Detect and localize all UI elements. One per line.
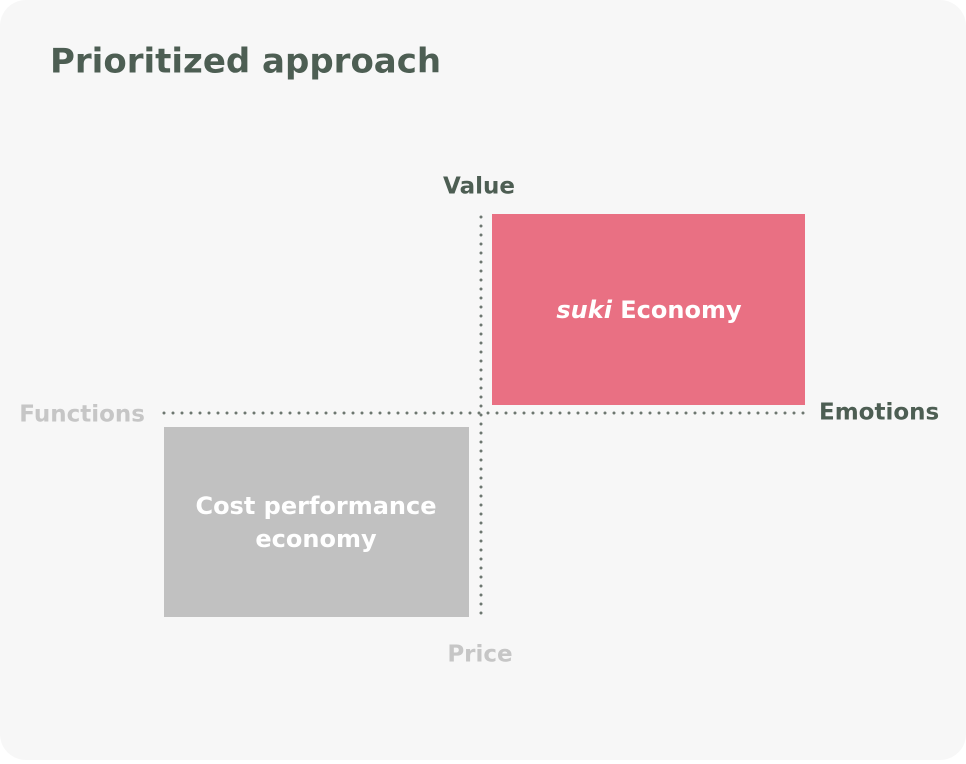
suki-quadrant	[492, 214, 805, 405]
axis-right-label: Emotions	[819, 400, 939, 426]
suki-label: suki Economy	[556, 296, 742, 324]
title: Prioritized approach	[50, 42, 441, 82]
suki-space	[612, 296, 620, 324]
suki-rest: Economy	[620, 296, 742, 324]
axis-bottom-label: Price	[447, 642, 512, 668]
cost-quadrant	[164, 427, 469, 617]
suki-emphasis: suki	[556, 296, 612, 324]
cost-label-line: economy	[255, 525, 377, 553]
axis-left-label: Functions	[19, 402, 145, 428]
cost-label-line: Cost performance	[195, 492, 436, 520]
axis-top-label: Value	[443, 174, 515, 200]
